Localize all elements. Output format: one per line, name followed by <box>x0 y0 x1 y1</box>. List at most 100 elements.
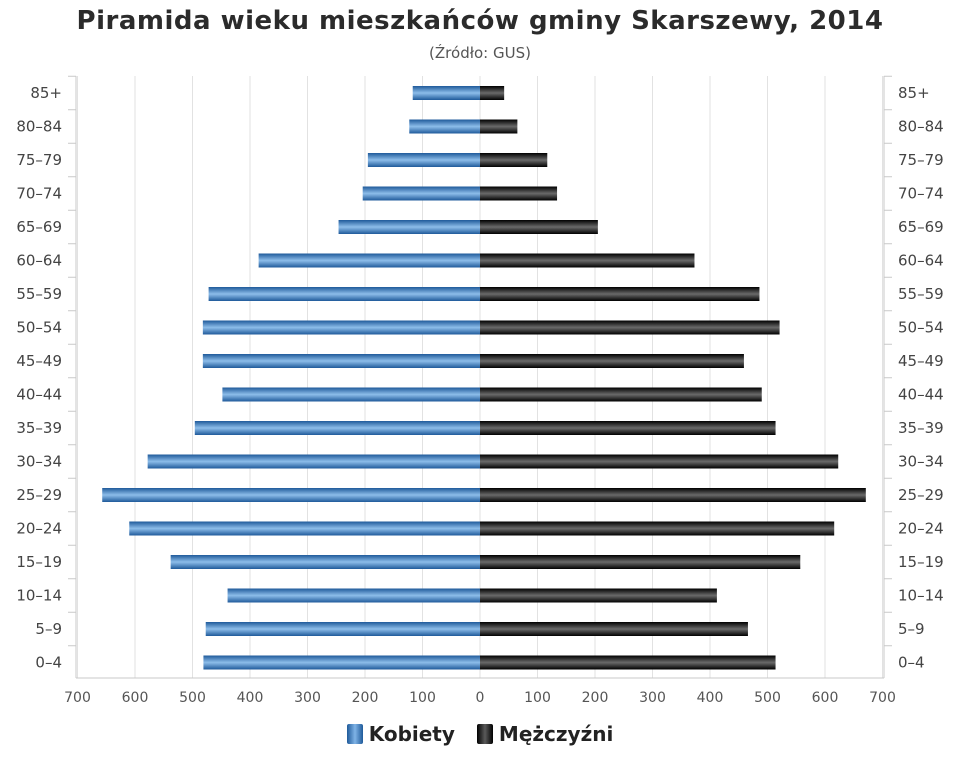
x-tick-label: 100 <box>409 690 436 706</box>
bar-women <box>227 588 480 603</box>
category-label-right: 80–84 <box>898 118 944 136</box>
category-label-right: 25–29 <box>898 486 944 504</box>
category-label-left: 5–9 <box>35 620 62 638</box>
category-label-left: 15–19 <box>16 553 62 571</box>
grid-lines <box>68 75 892 679</box>
legend-item-men[interactable]: Mężczyźni <box>476 722 614 746</box>
bar-men <box>480 387 762 402</box>
category-label-right: 30–34 <box>898 453 944 471</box>
category-label-right: 85+ <box>898 84 930 102</box>
category-label-left: 75–79 <box>16 151 62 169</box>
x-tick-label: 400 <box>697 690 724 706</box>
bar-women <box>147 454 480 469</box>
category-label-right: 65–69 <box>898 218 944 236</box>
bar-men <box>480 119 518 134</box>
category-label-right: 40–44 <box>898 386 944 404</box>
category-label-right: 50–54 <box>898 319 944 337</box>
category-label-left: 55–59 <box>16 285 62 303</box>
bar-men <box>480 488 866 502</box>
bar-men <box>480 354 744 368</box>
x-tick-label: 0 <box>476 690 485 706</box>
category-label-left: 65–69 <box>16 218 62 236</box>
bar-men <box>480 253 695 268</box>
category-label-left: 40–44 <box>16 386 62 404</box>
bar-men <box>480 220 598 234</box>
bar-women <box>170 555 480 569</box>
category-label-left: 85+ <box>30 84 62 102</box>
bar-women <box>222 387 480 402</box>
legend-label-men: Mężczyźni <box>498 722 614 746</box>
bar-women <box>202 320 480 335</box>
category-label-right: 75–79 <box>898 151 944 169</box>
bar-men <box>480 655 776 670</box>
legend-swatch-men <box>476 724 493 744</box>
bar-men <box>480 555 801 569</box>
legend: Kobiety Mężczyźni <box>0 722 960 746</box>
category-label-left: 20–24 <box>16 520 62 538</box>
legend-label-women: Kobiety <box>368 722 455 746</box>
category-label-left: 10–14 <box>16 587 62 605</box>
axis-labels: 700 600 500 400 300 200 100 0 100 200 300 400 500 600… <box>16 84 943 706</box>
bar-men <box>480 287 760 301</box>
category-label-right: 35–39 <box>898 419 944 437</box>
category-label-right: 0–4 <box>898 654 925 672</box>
bar-men <box>480 421 776 435</box>
bar-women <box>338 220 480 234</box>
bars <box>102 86 866 670</box>
bar-women <box>409 119 480 134</box>
bar-men <box>480 454 839 469</box>
chart-subtitle: (Źródło: GUS) <box>429 44 531 62</box>
category-label-left: 45–49 <box>16 352 62 370</box>
category-label-right: 60–64 <box>898 252 944 270</box>
bar-women <box>412 86 480 100</box>
category-label-left: 60–64 <box>16 252 62 270</box>
bar-women <box>367 153 480 167</box>
bar-women <box>194 421 481 435</box>
bar-men <box>480 521 835 536</box>
x-tick-label: 200 <box>582 690 609 706</box>
bar-men <box>480 320 780 335</box>
bar-women <box>102 488 480 502</box>
category-label-left: 35–39 <box>16 419 62 437</box>
category-label-left: 50–54 <box>16 319 62 337</box>
category-label-right: 70–74 <box>898 185 944 203</box>
bar-women <box>258 253 480 268</box>
category-label-right: 55–59 <box>898 285 944 303</box>
x-tick-label: 300 <box>639 690 666 706</box>
population-pyramid-chart: 700 600 500 400 300 200 100 0 100 200 300 400 500 600… <box>16 75 944 706</box>
category-label-left: 0–4 <box>35 654 62 672</box>
chart-title: Piramida wieku mieszkańców gminy Skarsze… <box>76 6 884 36</box>
bar-men <box>480 622 748 636</box>
category-label-left: 25–29 <box>16 486 62 504</box>
category-label-right: 5–9 <box>898 620 925 638</box>
category-label-left: 80–84 <box>16 118 62 136</box>
x-tick-label: 300 <box>294 690 321 706</box>
category-label-right: 10–14 <box>898 587 944 605</box>
category-label-right: 15–19 <box>898 553 944 571</box>
category-label-left: 30–34 <box>16 453 62 471</box>
x-tick-label: 200 <box>352 690 379 706</box>
x-tick-label: 600 <box>122 690 149 706</box>
x-tick-label: 500 <box>179 690 206 706</box>
category-label-right: 20–24 <box>898 520 944 538</box>
category-label-left: 70–74 <box>16 185 62 203</box>
bar-men <box>480 588 717 603</box>
bar-women <box>203 655 481 670</box>
bar-women <box>362 186 480 201</box>
bar-men <box>480 186 558 201</box>
bar-men <box>480 153 548 167</box>
legend-swatch-women <box>346 724 363 744</box>
bar-men <box>480 86 505 100</box>
bar-women <box>208 287 480 301</box>
bar-women <box>205 622 480 636</box>
x-tick-label: 100 <box>524 690 551 706</box>
bar-women <box>129 521 480 536</box>
category-label-right: 45–49 <box>898 352 944 370</box>
bar-women <box>202 354 480 368</box>
x-tick-label: 500 <box>754 690 781 706</box>
x-tick-label: 400 <box>237 690 264 706</box>
x-tick-label: 600 <box>812 690 839 706</box>
legend-item-women[interactable]: Kobiety <box>346 722 455 746</box>
x-tick-label: 700 <box>869 690 896 706</box>
x-tick-label: 700 <box>64 690 91 706</box>
